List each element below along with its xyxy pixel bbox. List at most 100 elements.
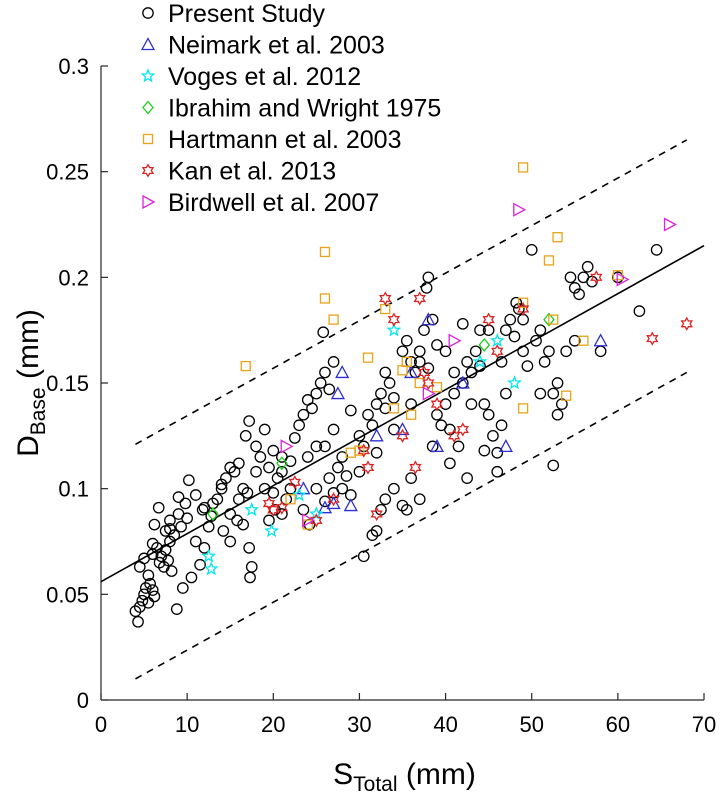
data-point [478, 337, 491, 352]
legend-marker [142, 194, 156, 210]
data-point [220, 472, 232, 484]
series-6 [280, 202, 677, 528]
data-point [525, 244, 538, 256]
data-point [594, 345, 607, 358]
data-point [439, 398, 452, 410]
series-3 [207, 312, 555, 522]
data-point [142, 596, 155, 609]
x-tick-label: 0 [95, 712, 107, 737]
data-point [448, 333, 462, 348]
data-point [303, 518, 316, 531]
data-point [276, 456, 288, 471]
data-point [343, 498, 358, 512]
data-point [323, 383, 336, 396]
data-point [397, 365, 408, 376]
data-point [243, 541, 256, 554]
series-1 [296, 312, 608, 514]
data-point [139, 582, 152, 594]
legend-entry: Present Study [142, 0, 326, 28]
data-point [456, 317, 469, 330]
data-point [534, 387, 547, 400]
data-point [164, 514, 176, 527]
x-tick-label: 20 [261, 712, 285, 737]
data-point [194, 558, 206, 571]
data-point [421, 312, 436, 326]
data-point [244, 502, 260, 517]
data-point [413, 493, 426, 506]
data-point [152, 501, 165, 514]
legend: Present Study Neimark et al. 2003 Voges et… [140, 0, 441, 217]
data-point [487, 429, 499, 442]
data-point [500, 387, 512, 400]
data-point [176, 582, 189, 594]
data-point [560, 345, 573, 358]
legend-entry: Voges et al. 2012 [140, 63, 361, 91]
data-point [612, 270, 624, 281]
legend-marker [142, 100, 154, 115]
legend-entry: Hartmann et al. 2003 [142, 126, 401, 154]
data-point [146, 537, 159, 550]
data-point [482, 408, 495, 421]
data-point [310, 440, 323, 453]
data-point [491, 465, 504, 478]
data-point [422, 271, 435, 284]
data-point [361, 460, 375, 475]
data-point [217, 525, 230, 537]
x-tick-label: 10 [175, 712, 199, 737]
data-point [474, 360, 486, 372]
data-point [244, 571, 256, 584]
y-tick-label: 0.05 [46, 582, 89, 607]
data-point [379, 291, 392, 306]
data-point [297, 503, 310, 516]
data-point [430, 396, 444, 412]
data-point [165, 565, 178, 577]
data-point [573, 288, 585, 301]
data-point [420, 282, 433, 294]
data-point [258, 423, 271, 436]
data-point [240, 360, 251, 372]
data-point [310, 387, 323, 400]
legend-marker [142, 133, 154, 145]
data-point [516, 301, 530, 317]
data-point [508, 330, 521, 343]
data-point [330, 386, 345, 400]
data-point [491, 446, 504, 459]
data-point [650, 244, 663, 256]
data-point [132, 615, 144, 628]
data-point [301, 451, 314, 463]
data-point [319, 246, 331, 258]
data-point [293, 419, 305, 432]
data-point [239, 429, 252, 442]
data-point [314, 377, 327, 389]
data-point [263, 514, 275, 527]
data-point [388, 482, 400, 495]
series-4 [240, 162, 624, 530]
data-point [547, 459, 560, 472]
data-point [472, 354, 488, 369]
data-point [386, 322, 402, 337]
data-point [183, 474, 195, 487]
data-point [332, 461, 344, 474]
data-point [474, 324, 486, 337]
data-point [498, 439, 513, 453]
data-point [153, 556, 166, 569]
data-point [517, 162, 529, 173]
data-point [593, 333, 608, 347]
legend-entry: Birdwell et al. 2007 [142, 189, 379, 217]
data-point [543, 345, 555, 358]
legend-entry: Neimark et al. 2003 [140, 32, 385, 60]
data-point [336, 482, 349, 495]
data-point [375, 387, 387, 400]
data-point [327, 492, 340, 507]
data-point [271, 472, 284, 484]
data-point [357, 443, 370, 458]
data-point [680, 316, 693, 331]
legend-marker [141, 163, 155, 178]
data-point [590, 270, 603, 285]
fit-line [100, 244, 705, 583]
data-point [444, 457, 456, 470]
data-point [452, 440, 465, 453]
data-point [340, 470, 353, 482]
series-5 [262, 270, 693, 528]
